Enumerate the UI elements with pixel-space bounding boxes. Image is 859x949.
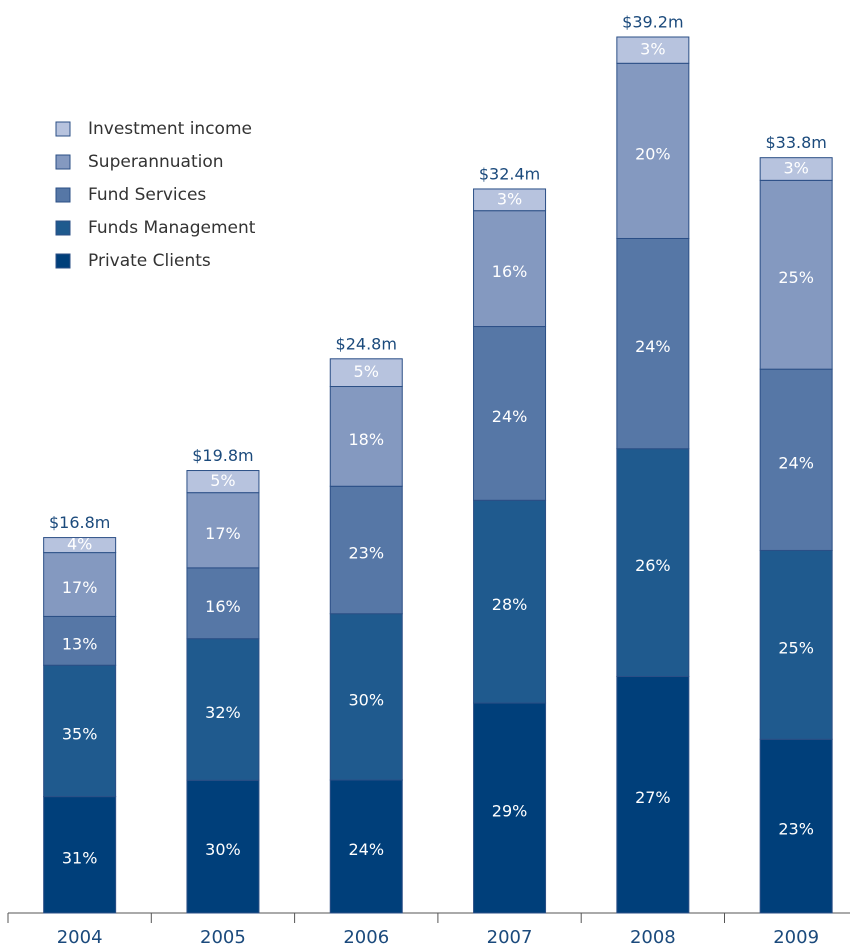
x-tick-label: 2005 [200, 927, 246, 948]
bar-segment [43, 537, 117, 554]
segment-label: 24% [635, 337, 671, 356]
legend-label: Private Clients [88, 251, 211, 271]
segment-label: 35% [62, 724, 98, 743]
total-label: $33.8m [765, 133, 826, 152]
total-label: $24.8m [336, 334, 397, 353]
bar-segment [616, 36, 690, 64]
bar-segment [186, 492, 260, 569]
bar-segment [329, 613, 403, 781]
segment-label: 5% [354, 362, 379, 381]
x-tick-label: 2004 [57, 927, 103, 948]
x-tick-label: 2006 [343, 927, 389, 948]
bar-segment [329, 485, 403, 615]
segment-label: 28% [492, 595, 528, 614]
segment-label: 4% [67, 535, 92, 554]
bar-segment [186, 567, 260, 640]
bar-segment [473, 188, 547, 212]
bar-segment [186, 638, 260, 781]
segment-label: 25% [778, 268, 814, 287]
bar-segment [473, 210, 547, 328]
bar-segment [616, 237, 690, 450]
legend-label: Investment income [88, 119, 252, 139]
legend-label: Superannuation [88, 152, 224, 172]
legend-swatch [55, 121, 71, 137]
bar-segment [329, 386, 403, 487]
legend-swatch [55, 253, 71, 269]
segment-label: 26% [635, 556, 671, 575]
bar-segment [43, 552, 117, 617]
segment-label: 30% [348, 690, 384, 709]
total-label: $39.2m [622, 13, 683, 32]
segment-label: 13% [62, 634, 98, 653]
bar-segment [43, 796, 117, 914]
legend-label: Funds Management [88, 218, 256, 238]
segment-label: 31% [62, 848, 98, 867]
segment-label: 27% [635, 788, 671, 807]
segment-label: 20% [635, 144, 671, 163]
bar-segment [473, 499, 547, 704]
bar-segment [43, 615, 117, 666]
bar-segment [616, 448, 690, 677]
legend-swatch [55, 187, 71, 203]
segment-label: 24% [492, 407, 528, 426]
segment-label: 16% [492, 262, 528, 281]
bar-segment [759, 738, 833, 914]
segment-label: 24% [348, 840, 384, 859]
segment-label: 17% [62, 578, 98, 597]
bar-segment [186, 470, 260, 494]
legend-swatch [55, 220, 71, 236]
total-label: $19.8m [192, 446, 253, 465]
x-tick-label: 2009 [773, 927, 819, 948]
segment-label: 3% [783, 159, 808, 178]
segment-label: 32% [205, 703, 241, 722]
bar-segment [329, 358, 403, 388]
bar-segment [186, 779, 260, 914]
total-label: $32.4m [479, 164, 540, 183]
segment-label: 23% [778, 820, 814, 839]
x-tick-label: 2007 [487, 927, 533, 948]
segment-label: 17% [205, 524, 241, 543]
bar-segment [616, 62, 690, 239]
bar-segment [759, 368, 833, 551]
segment-label: 24% [778, 453, 814, 472]
segment-label: 29% [492, 802, 528, 821]
segment-label: 18% [348, 430, 384, 449]
segment-label: 30% [205, 840, 241, 859]
bar-segment [759, 179, 833, 370]
segment-label: 23% [348, 543, 384, 562]
segment-label: 25% [778, 638, 814, 657]
segment-label: 3% [640, 40, 665, 59]
segment-label: 16% [205, 597, 241, 616]
segment-label: 3% [497, 189, 522, 208]
segment-label: 5% [210, 471, 235, 490]
legend-swatch [55, 154, 71, 170]
bar-segment [473, 326, 547, 501]
legend-label: Fund Services [88, 185, 206, 205]
bar-segment [616, 675, 690, 914]
x-tick-label: 2008 [630, 927, 676, 948]
total-label: $16.8m [49, 513, 110, 532]
bar-segment [759, 157, 833, 181]
bar-segment [329, 779, 403, 914]
